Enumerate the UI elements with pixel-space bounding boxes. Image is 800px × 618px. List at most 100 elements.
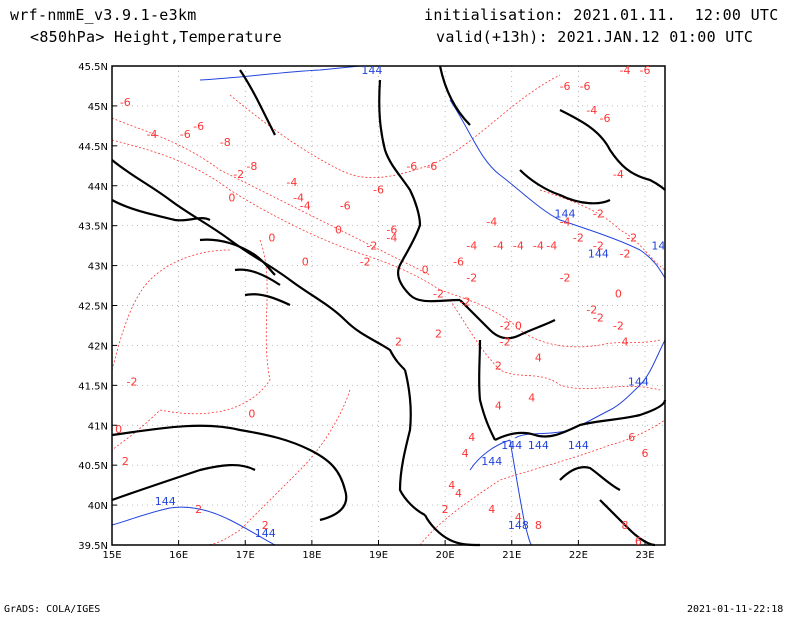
- valid-time: valid(+13h): 2021.JAN.12 01:00 UTC: [436, 28, 754, 46]
- temperature-label: 2: [262, 519, 269, 532]
- temperature-label: 4: [622, 335, 629, 348]
- lat-tick-label: 41.5N: [78, 381, 108, 392]
- height-label: 144: [255, 527, 276, 540]
- temperature-label: -2: [366, 240, 377, 253]
- temperature-label: -4: [560, 216, 571, 229]
- model-title: wrf-nmmE_v3.9.1-e3km: [10, 6, 197, 24]
- temperature-label: 0: [228, 192, 235, 205]
- temperature-label: -2: [360, 256, 371, 269]
- temperature-label: 0: [115, 423, 122, 436]
- temperature-label: -4: [386, 232, 397, 245]
- lon-tick-label: 16E: [169, 550, 188, 561]
- height-label: 144: [628, 375, 649, 388]
- temperature-label: -4: [613, 168, 624, 181]
- temperature-label: -4: [620, 64, 631, 77]
- temperature-label: -2: [586, 303, 597, 316]
- height-label: 144: [361, 64, 382, 77]
- temperature-label: 4: [448, 479, 455, 492]
- lon-tick-label: 19E: [369, 550, 388, 561]
- temperature-label: -8: [246, 160, 257, 173]
- temperature-label: -4: [146, 128, 157, 141]
- temperature-label: -2: [593, 311, 604, 324]
- lon-tick-label: 17E: [236, 550, 255, 561]
- temperature-label: 8: [622, 519, 629, 532]
- lat-tick-label: 44.5N: [78, 142, 108, 153]
- height-label: 144: [555, 208, 576, 221]
- temperature-label: -6: [180, 128, 191, 141]
- temperature-label: 4: [468, 431, 475, 444]
- lat-tick-label: 44N: [88, 182, 108, 193]
- lon-tick-label: 15E: [102, 550, 121, 561]
- temperature-label: 2: [195, 503, 202, 516]
- footer-timestamp: 2021-01-11-22:18: [687, 604, 784, 615]
- lat-tick-label: 41N: [88, 421, 108, 432]
- temperature-label: -6: [340, 200, 351, 213]
- temperature-label: -6: [640, 64, 651, 77]
- temperature-label: 0: [515, 319, 522, 332]
- temperature-label: -2: [500, 319, 511, 332]
- temperature-label: -4: [546, 240, 557, 253]
- temperature-label: -2: [466, 272, 477, 285]
- height-label: 144: [568, 439, 589, 452]
- temperature-label: 2: [495, 359, 502, 372]
- temperature-label: -6: [426, 160, 437, 173]
- height-label: 144: [501, 439, 522, 452]
- temperature-label: -4: [493, 240, 504, 253]
- lon-tick-label: 23E: [635, 550, 654, 561]
- height-label: 144: [588, 248, 609, 261]
- lat-tick-label: 42.5N: [78, 302, 108, 313]
- lat-tick-label: 39.5N: [78, 541, 108, 552]
- temperature-label: -6: [386, 224, 397, 237]
- field-title: <850hPa> Height,Temperature: [30, 28, 282, 46]
- footer-credit: GrADS: COLA/IGES: [4, 604, 101, 615]
- lon-tick-label: 21E: [502, 550, 521, 561]
- height-contours: [111, 65, 666, 546]
- height-label: 144: [481, 455, 502, 468]
- temperature-label: 0: [248, 407, 255, 420]
- temperature-label: 4: [535, 351, 542, 364]
- temperature-label: 4: [462, 447, 469, 460]
- temperature-label: -4: [486, 216, 497, 229]
- temperature-label: -4: [533, 240, 544, 253]
- temperature-label: -2: [560, 272, 571, 285]
- temperature-label: 2: [442, 503, 449, 516]
- lon-axis: 15E 16E 17E 18E 19E 20E 21E 22E 23E: [102, 540, 655, 561]
- lat-tick-label: 45N: [88, 102, 108, 113]
- temperature-label: 4: [455, 487, 462, 500]
- temperature-label: -2: [593, 240, 604, 253]
- temperature-label: -2: [460, 296, 471, 309]
- temperature-label: 0: [615, 288, 622, 301]
- temperature-label: -4: [466, 240, 477, 253]
- temperature-label: 6: [628, 431, 635, 444]
- temperature-label: -4: [293, 192, 304, 205]
- lat-tick-label: 43N: [88, 262, 108, 273]
- temperature-contours: [111, 74, 666, 546]
- temperature-label: -2: [233, 168, 244, 181]
- lon-tick-label: 22E: [569, 550, 588, 561]
- temperature-label: 6: [635, 535, 642, 548]
- init-time: initialisation: 2021.01.11. 12:00 UTC: [424, 6, 779, 24]
- temperature-label: 0: [335, 224, 342, 237]
- height-label: 144: [155, 495, 176, 508]
- lat-tick-label: 40.5N: [78, 461, 108, 472]
- temperature-label: 0: [302, 256, 309, 269]
- lat-tick-label: 40N: [88, 501, 108, 512]
- height-label: 144: [528, 439, 549, 452]
- height-label: 148: [508, 519, 529, 532]
- temperature-label: -6: [600, 112, 611, 125]
- temperature-label: -6: [453, 256, 464, 269]
- lat-axis: 45.5N 45N 44.5N 44N 43.5N 43N 42.5N 42N 41.5N 41N…: [78, 62, 117, 552]
- temperature-label: -6: [580, 80, 591, 93]
- lon-tick-label: 20E: [436, 550, 455, 561]
- temperature-label: 4: [488, 503, 495, 516]
- temperature-label: 2: [122, 455, 129, 468]
- temperature-label: 8: [535, 519, 542, 532]
- temperature-label: -2: [127, 375, 138, 388]
- height-label: 14: [651, 240, 665, 253]
- temperature-label: -2: [500, 335, 511, 348]
- temperature-label: -2: [613, 319, 624, 332]
- temperature-label: -6: [560, 80, 571, 93]
- temperature-label: -4: [513, 240, 524, 253]
- temperature-label: 0: [268, 232, 275, 245]
